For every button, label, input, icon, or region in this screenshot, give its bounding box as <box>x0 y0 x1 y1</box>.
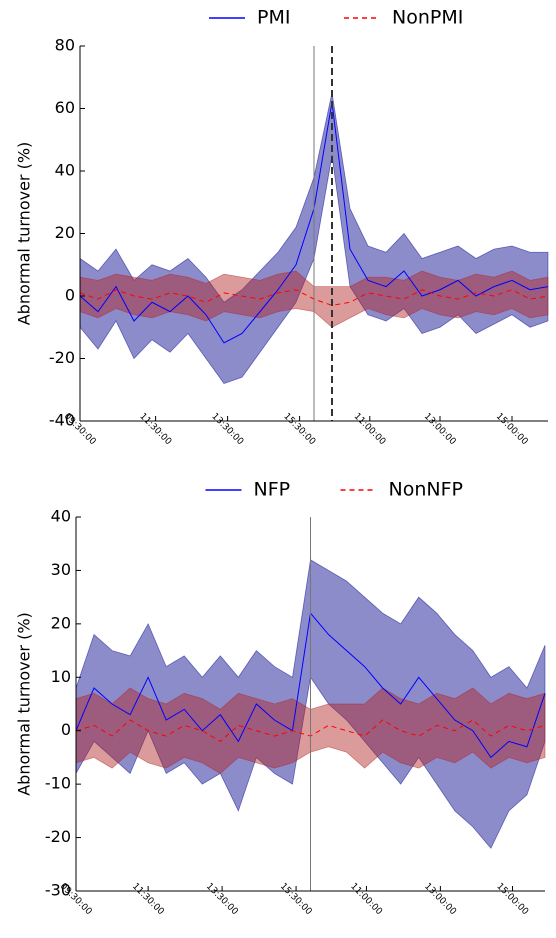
y-tick-label: -20 <box>45 827 71 846</box>
y-tick-label: 20 <box>51 613 71 632</box>
y-tick-label: 10 <box>51 667 71 686</box>
y-tick-label: 0 <box>65 286 75 305</box>
legend-label: PMI <box>257 7 290 29</box>
y-tick-label: -40 <box>49 411 75 430</box>
y-tick-label: 0 <box>61 720 71 739</box>
y-axis-label: Abnormal turnover (%) <box>15 142 34 326</box>
y-tick-label: 60 <box>55 98 75 117</box>
y-axis-label: Abnormal turnover (%) <box>15 612 34 796</box>
y-tick-label: 80 <box>55 36 75 55</box>
y-tick-label: 30 <box>51 560 71 579</box>
y-tick-label: 40 <box>55 161 75 180</box>
y-tick-label: -20 <box>49 348 75 367</box>
y-tick-label: -10 <box>45 774 71 793</box>
legend-label: NonNFP <box>389 479 463 501</box>
y-tick-label: 40 <box>51 507 71 526</box>
y-tick-label: -30 <box>45 881 71 900</box>
legend-label: NFP <box>254 479 291 501</box>
y-tick-label: 20 <box>55 223 75 242</box>
legend-label: NonPMI <box>392 7 463 29</box>
